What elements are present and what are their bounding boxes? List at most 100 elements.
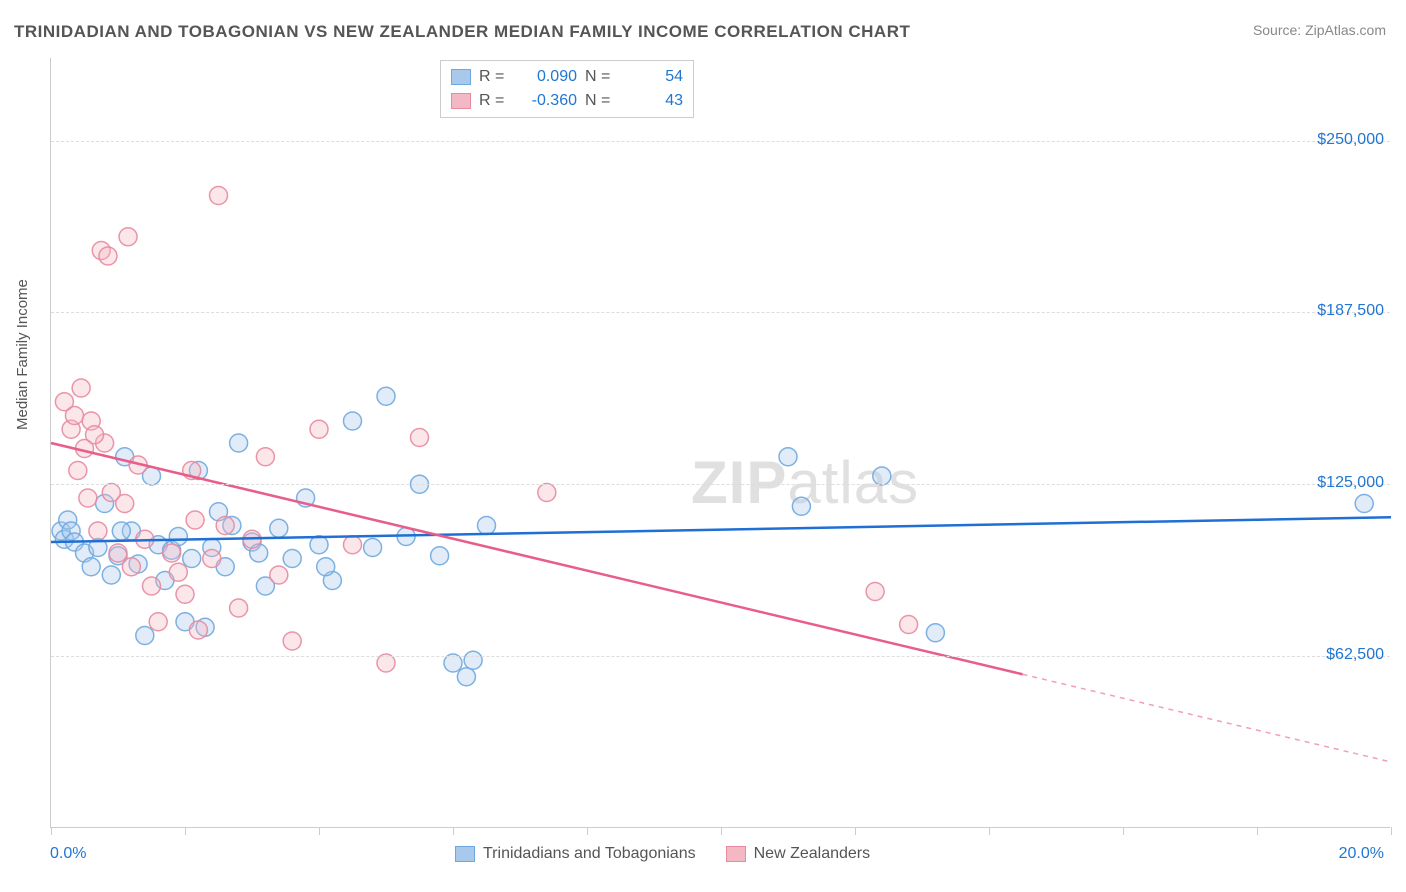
legend-item-1: Trinidadians and Tobagonians xyxy=(455,845,696,863)
plot-svg xyxy=(51,58,1390,827)
x-tick xyxy=(855,827,856,835)
y-tick-label: $62,500 xyxy=(1326,646,1384,664)
data-point xyxy=(431,547,449,565)
source-attribution: Source: ZipAtlas.com xyxy=(1253,22,1386,38)
correlation-legend: R = 0.090 N = 54 R = -0.360 N = 43 xyxy=(440,60,694,118)
plot-area: ZIPatlas xyxy=(50,58,1390,828)
swatch-bottom-2 xyxy=(726,846,746,862)
legend-row-series-1: R = 0.090 N = 54 xyxy=(451,65,683,89)
data-point xyxy=(116,495,134,513)
data-point xyxy=(256,448,274,466)
data-point xyxy=(317,558,335,576)
data-point xyxy=(270,519,288,537)
swatch-series-1 xyxy=(451,69,471,85)
x-tick xyxy=(721,827,722,835)
data-point xyxy=(86,426,104,444)
data-point xyxy=(779,448,797,466)
data-point xyxy=(210,187,228,205)
data-point xyxy=(1355,495,1373,513)
n-value-1: 54 xyxy=(623,68,683,86)
gridline xyxy=(51,141,1390,142)
gridline xyxy=(51,656,1390,657)
data-point xyxy=(203,550,221,568)
data-point xyxy=(136,627,154,645)
chart-title: TRINIDADIAN AND TOBAGONIAN VS NEW ZEALAN… xyxy=(14,22,910,42)
data-point xyxy=(866,583,884,601)
trend-line-extrapolated xyxy=(1023,674,1392,762)
legend-row-series-2: R = -0.360 N = 43 xyxy=(451,89,683,113)
swatch-series-2 xyxy=(451,93,471,109)
r-value-2: -0.360 xyxy=(517,92,577,110)
x-tick xyxy=(319,827,320,835)
legend-label-1: Trinidadians and Tobagonians xyxy=(483,845,696,863)
data-point xyxy=(109,544,127,562)
data-point xyxy=(186,511,204,529)
x-tick xyxy=(185,827,186,835)
n-label-2: N = xyxy=(585,92,615,110)
r-label-2: R = xyxy=(479,92,509,110)
legend-label-2: New Zealanders xyxy=(754,845,871,863)
data-point xyxy=(310,420,328,438)
n-label-1: N = xyxy=(585,68,615,86)
swatch-bottom-1 xyxy=(455,846,475,862)
data-point xyxy=(143,577,161,595)
data-point xyxy=(283,632,301,650)
data-point xyxy=(183,550,201,568)
data-point xyxy=(377,387,395,405)
chart-container: TRINIDADIAN AND TOBAGONIAN VS NEW ZEALAN… xyxy=(0,0,1406,892)
data-point xyxy=(230,434,248,452)
data-point xyxy=(119,228,137,246)
data-point xyxy=(149,613,167,631)
y-tick-label: $187,500 xyxy=(1317,302,1384,320)
y-axis-label: Median Family Income xyxy=(14,279,31,430)
data-point xyxy=(873,467,891,485)
data-point xyxy=(189,621,207,639)
data-point xyxy=(176,585,194,603)
r-label-1: R = xyxy=(479,68,509,86)
r-value-1: 0.090 xyxy=(517,68,577,86)
x-tick xyxy=(51,827,52,835)
data-point xyxy=(310,536,328,554)
data-point xyxy=(82,558,100,576)
data-point xyxy=(792,497,810,515)
x-axis-max-label: 20.0% xyxy=(1339,845,1384,863)
data-point xyxy=(457,668,475,686)
n-value-2: 43 xyxy=(623,92,683,110)
data-point xyxy=(411,429,429,447)
data-point xyxy=(69,462,87,480)
data-point xyxy=(344,412,362,430)
gridline xyxy=(51,312,1390,313)
data-point xyxy=(364,539,382,557)
x-tick xyxy=(453,827,454,835)
data-point xyxy=(900,616,918,634)
data-point xyxy=(72,379,90,397)
legend-item-2: New Zealanders xyxy=(726,845,871,863)
data-point xyxy=(122,558,140,576)
data-point xyxy=(65,407,83,425)
gridline xyxy=(51,484,1390,485)
x-axis-min-label: 0.0% xyxy=(50,845,86,863)
data-point xyxy=(163,544,181,562)
data-point xyxy=(478,517,496,535)
data-point xyxy=(926,624,944,642)
x-tick xyxy=(1257,827,1258,835)
data-point xyxy=(79,489,97,507)
data-point xyxy=(99,247,117,265)
x-tick xyxy=(989,827,990,835)
data-point xyxy=(283,550,301,568)
x-tick xyxy=(587,827,588,835)
data-point xyxy=(464,651,482,669)
data-point xyxy=(102,566,120,584)
data-point xyxy=(112,522,130,540)
data-point xyxy=(216,517,234,535)
data-point xyxy=(230,599,248,617)
data-point xyxy=(538,484,556,502)
data-point xyxy=(270,566,288,584)
data-point xyxy=(344,536,362,554)
x-tick xyxy=(1123,827,1124,835)
data-point xyxy=(169,563,187,581)
y-tick-label: $125,000 xyxy=(1317,474,1384,492)
x-tick xyxy=(1391,827,1392,835)
data-point xyxy=(89,522,107,540)
series-legend: Trinidadians and Tobagonians New Zealand… xyxy=(455,845,870,863)
